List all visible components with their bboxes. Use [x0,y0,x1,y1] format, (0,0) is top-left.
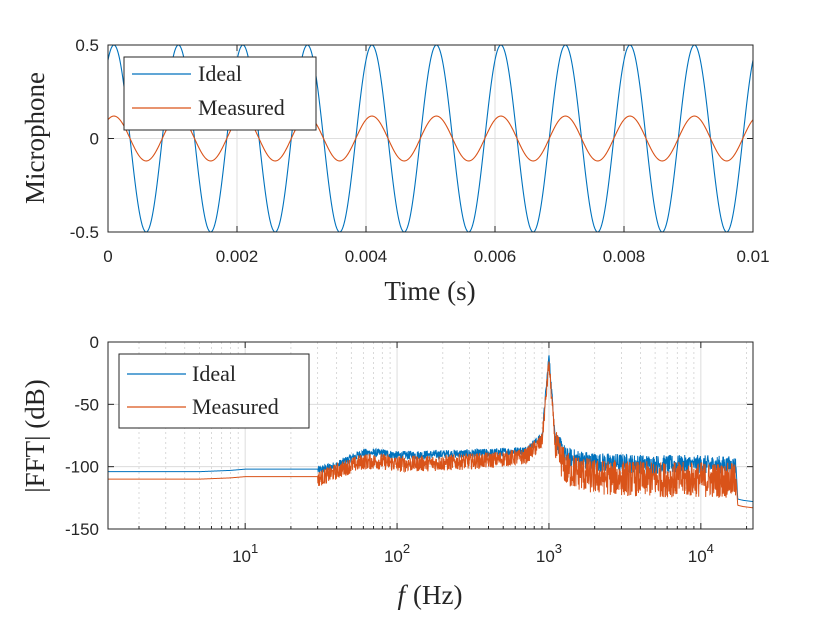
bottom-xtick-exponent: 1 [251,541,258,556]
top-xtick-label: 0.004 [345,247,388,266]
bottom-xtick-base: 10 [688,547,707,566]
bottom-xlabel-unit: (Hz) [413,580,462,610]
time-domain-plot: 0 0.002 0.004 0.006 0.008 0.01-0.500.5 Time (… [20,36,770,306]
top-xtick-label: 0.006 [474,247,517,266]
bottom-xlabel-symbol: f [398,580,409,610]
bottom-legend-ideal-label: Ideal [192,361,236,386]
bottom-xlabel: f (Hz) [398,580,463,610]
bottom-xtick-exponent: 4 [707,541,714,556]
top-xtick-label: 0.008 [603,247,646,266]
top-xtick-label: 0.002 [216,247,259,266]
top-xtick-label: 0.01 [736,247,769,266]
bottom-xtick-label: 104 [688,541,714,566]
bottom-xtick-exponent: 3 [555,541,562,556]
bottom-series-measured [108,361,754,509]
top-series-ideal [107,44,754,233]
bottom-legend-box [118,353,310,429]
top-legend-box [123,56,317,131]
top-legend: Ideal Measured [123,56,317,131]
top-series-measured [107,115,754,162]
top-xtick-label: 0 [103,247,112,266]
bottom-xtick-label: 101 [232,541,258,566]
bottom-ytick-label: -150 [65,520,99,539]
bottom-xtick-base: 10 [536,547,555,566]
bottom-ytick-label: -100 [65,458,99,477]
top-ytick-label: 0.5 [75,36,99,55]
top-xlabel: Time (s) [384,276,475,306]
top-ylabel: Microphone [20,72,50,204]
bottom-lines [108,355,754,509]
top-ticks: 0 0.002 0.004 0.006 0.008 0.01-0.500.5 [70,36,770,266]
bottom-legend: Ideal Measured [118,353,310,429]
top-ytick-label: 0 [90,130,99,149]
bottom-ytick-label: -50 [74,395,99,414]
bottom-xtick-base: 10 [384,547,403,566]
bottom-xtick-exponent: 2 [403,541,410,556]
bottom-xtick-base: 10 [232,547,251,566]
bottom-xtick-label: 102 [384,541,410,566]
top-legend-measured-label: Measured [198,95,285,120]
bottom-axes-box [107,341,754,530]
top-legend-ideal-label: Ideal [198,61,242,86]
bottom-ytick-label: 0 [90,333,99,352]
top-ytick-label: -0.5 [70,223,99,242]
bottom-series-ideal [108,355,754,503]
bottom-legend-measured-label: Measured [192,394,279,419]
bottom-ylabel: |FFT| (dB) [20,379,50,493]
bottom-xtick-label: 103 [536,541,562,566]
top-lines [107,44,754,233]
